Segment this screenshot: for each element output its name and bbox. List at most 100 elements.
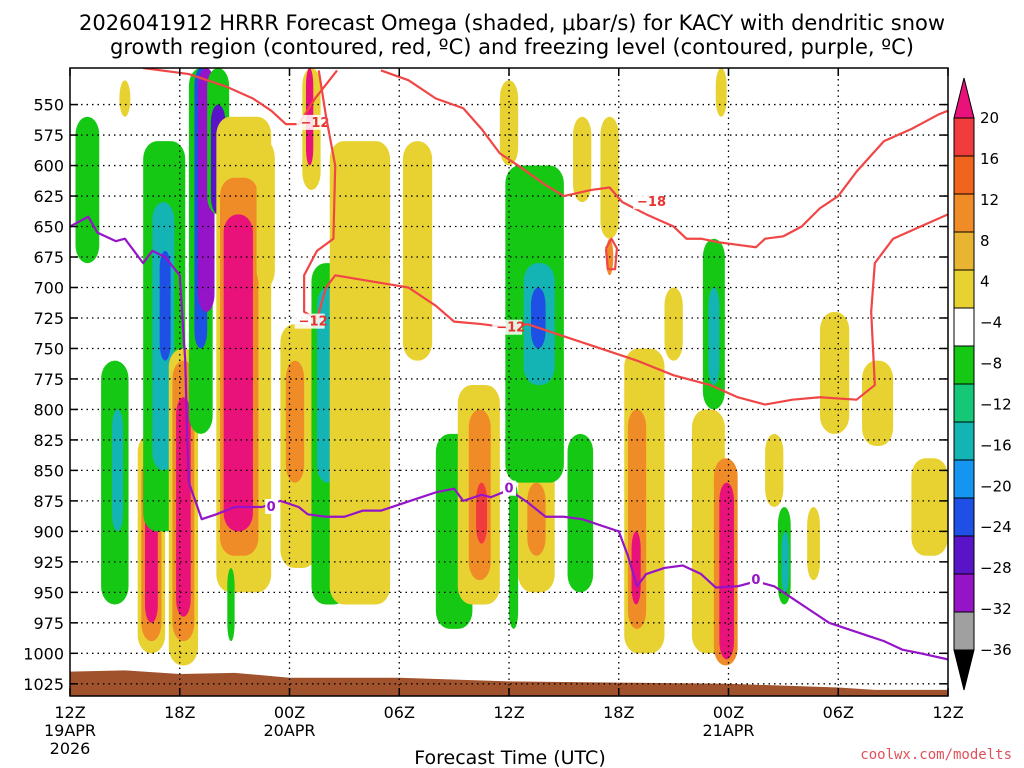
omega-cell-54 <box>708 287 720 386</box>
y-tick-label-575: 575 <box>33 126 64 145</box>
y-tick-label-625: 625 <box>33 187 64 206</box>
colorbar-label-7: −12 <box>980 395 1012 413</box>
y-tick-label-550: 550 <box>33 96 64 115</box>
colorbar-label-3: 8 <box>980 232 990 250</box>
omega-cell-29 <box>329 141 391 605</box>
omega-cell-42 <box>567 433 594 593</box>
colorbar-label-0: 20 <box>980 109 999 127</box>
chart-title-line-1: 2026041912 HRRR Forecast Omega (shaded, … <box>79 11 945 35</box>
omega-cell-6 <box>119 80 131 117</box>
omega-cell-59 <box>807 506 820 581</box>
omega-cell-61 <box>862 360 894 447</box>
dgz-contour-label-0: −12 <box>300 116 329 131</box>
colorbar-label-8: −16 <box>980 436 1012 454</box>
freezing-label-bg-2 <box>749 572 763 588</box>
dgz-contour-3 <box>380 69 948 249</box>
omega-cell-38 <box>527 482 546 556</box>
omega-cell-21 <box>227 567 235 642</box>
x-tick-label-5: 18Z <box>603 703 634 722</box>
omega-cell-0 <box>75 116 100 264</box>
contour-layer: −12 −12 −12 −18 0 0 0 <box>70 68 948 661</box>
omega-cell-44 <box>600 116 619 239</box>
omega-cell-9 <box>159 250 171 361</box>
colorbar-segment-4 <box>953 269 975 309</box>
omega-cell-12 <box>176 397 191 617</box>
omega-cell-36 <box>509 482 519 629</box>
y-tick-label-900: 900 <box>33 522 64 541</box>
omega-cell-2 <box>112 409 124 532</box>
plot-area: −12 −12 −12 −18 0 0 0 <box>69 67 949 697</box>
omega-cell-30 <box>402 141 433 361</box>
omega-cell-52 <box>719 482 734 660</box>
colorbar-label-12: −32 <box>980 600 1012 618</box>
colorbar-segment-1 <box>953 155 975 195</box>
colorbar-label-9: −20 <box>980 477 1012 495</box>
dgz-contour-1 <box>303 70 528 329</box>
colorbar-segment-13 <box>953 611 975 651</box>
omega-cell-22 <box>256 141 275 288</box>
dgz-contour-label-3: −18 <box>637 195 666 210</box>
credit-text: coolwx.com/modelts <box>860 747 1012 763</box>
colorbar-segment-3 <box>953 231 975 271</box>
x-tick-label-7: 06Z <box>823 703 854 722</box>
colorbar-segment-2 <box>953 193 975 233</box>
x-tick-label-4: 12Z <box>493 703 524 722</box>
x-tick-label-6: 00Z <box>713 703 744 722</box>
y-tick-label-675: 675 <box>33 248 64 267</box>
freezing-contour-label-2: 0 <box>751 573 760 588</box>
x-tick-label-1: 18Z <box>164 703 195 722</box>
colorbar-label-1: 16 <box>980 150 999 168</box>
y-tick-label-600: 600 <box>33 157 64 176</box>
dgz-contour-4 <box>604 237 619 271</box>
omega-cell-49 <box>664 287 683 361</box>
colorbar-segment-9 <box>953 459 975 499</box>
freezing-contour-label-0: 0 <box>267 500 276 515</box>
omega-cell-20 <box>223 214 253 532</box>
colorbar-label-2: 12 <box>980 191 999 209</box>
x-year-label-0: 2026 <box>50 739 91 758</box>
dgz-contour-2 <box>526 213 948 406</box>
omega-cell-43 <box>573 116 592 203</box>
colorbar-segment-7 <box>953 383 975 423</box>
freezing-label-bg-0 <box>265 498 279 514</box>
dgz-contour-0 <box>143 68 338 126</box>
omega-cell-58 <box>715 68 727 117</box>
dgz-label-bg-2 <box>492 319 523 335</box>
y-tick-label-825: 825 <box>33 431 64 450</box>
y-tick-label-725: 725 <box>33 309 64 328</box>
colorbar-label-6: −8 <box>980 355 1002 373</box>
x-tick-label-8: 12Z <box>932 703 963 722</box>
omega-cell-63 <box>926 482 948 532</box>
freezing-level-contour <box>70 215 948 661</box>
x-tick-label-2: 00Z <box>274 703 305 722</box>
x-date-label-2: 20APR <box>263 721 315 740</box>
colorbar-bottom-arrow <box>953 649 975 691</box>
freezing-contour-label-1: 0 <box>504 482 513 497</box>
omega-cell-24 <box>285 360 305 483</box>
colorbar-segment-8 <box>953 421 975 461</box>
colorbar-segment-6 <box>953 345 975 385</box>
y-tick-label-750: 750 <box>33 339 64 358</box>
colorbar-top-arrow <box>953 77 975 119</box>
colorbar-label-13: −36 <box>980 641 1012 659</box>
y-axis: 550 575 600 625 650 675 700 725 750 775 800 825 850 8… <box>23 96 948 694</box>
dgz-contour-label-1: −12 <box>299 315 328 330</box>
y-tick-label-1000: 1000 <box>23 644 64 663</box>
freezing-label-bg-1 <box>503 480 516 496</box>
omega-cell-34 <box>476 482 488 544</box>
colorbar-segment-0 <box>953 117 975 157</box>
y-tick-label-800: 800 <box>33 400 64 419</box>
colorbar-label-4: 4 <box>980 273 990 291</box>
colorbar-label-5: −4 <box>980 314 1002 332</box>
y-tick-label-775: 775 <box>33 370 64 389</box>
colorbar-segment-11 <box>953 535 975 575</box>
colorbar-segment-12 <box>953 573 975 613</box>
colorbar-label-10: −24 <box>980 518 1012 536</box>
y-tick-label-875: 875 <box>33 492 64 511</box>
y-tick-label-700: 700 <box>33 278 64 297</box>
dgz-label-bg-0 <box>296 114 327 130</box>
y-tick-label-1025: 1025 <box>23 675 64 694</box>
x-tick-label-3: 06Z <box>384 703 415 722</box>
